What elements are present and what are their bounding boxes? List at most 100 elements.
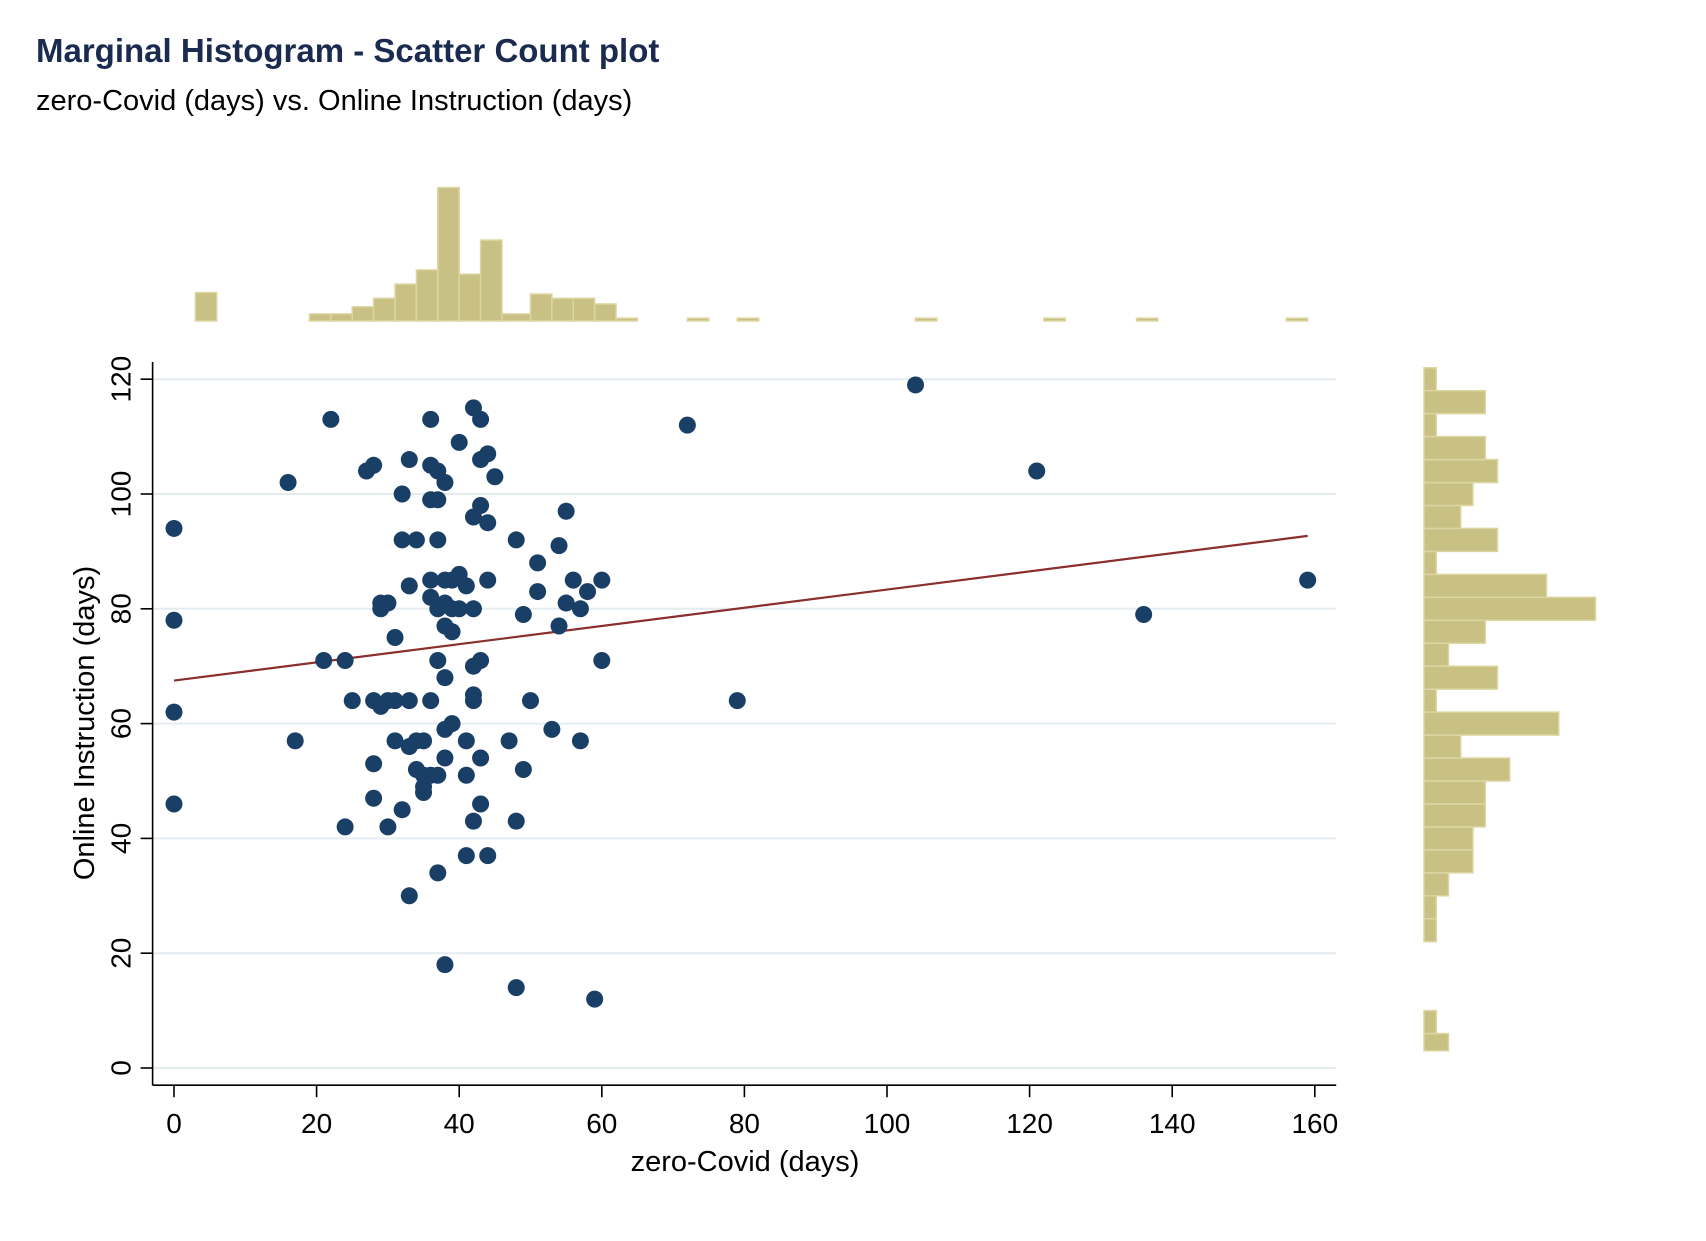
scatter-point [564, 571, 582, 589]
scatter-point [415, 732, 433, 750]
x-hist-bar-20 [1135, 317, 1159, 322]
scatter-point [422, 410, 440, 428]
scatter-point [400, 451, 418, 469]
y-tick-label-100: 100 [106, 471, 137, 518]
x-tick-label-160: 160 [1291, 1108, 1338, 1139]
scatter-point [429, 864, 447, 882]
scatter-point [400, 887, 418, 905]
scatter-point [593, 651, 611, 669]
scatter-point [571, 732, 589, 750]
scatter-point [415, 783, 433, 801]
fit-line [173, 534, 1308, 682]
y-hist-bar-9 [1423, 757, 1511, 782]
x-hist-bar-5 [394, 283, 418, 322]
scatter-point [400, 577, 418, 595]
y-hist-bar-13 [1423, 665, 1499, 690]
x-tick-label-80: 80 [729, 1108, 760, 1139]
scatter-point [529, 583, 547, 601]
scatter-point [479, 571, 497, 589]
x-hist-bar-15 [615, 317, 639, 322]
x-hist-bar-17 [736, 317, 760, 322]
scatter-point [472, 749, 490, 767]
x-hist-bar-9 [479, 239, 503, 322]
y-marginal-histogram [1423, 366, 1597, 1052]
y-hist-bar-1 [1423, 1009, 1437, 1035]
scatter-point [422, 692, 440, 710]
chart-title: Marginal Histogram - Scatter Count plot [36, 32, 659, 69]
scatter-point [393, 485, 411, 503]
x-hist-bar-18 [914, 317, 938, 322]
scatter-point [507, 979, 525, 997]
scatter-point [450, 433, 468, 451]
x-tick-label-40: 40 [444, 1108, 475, 1139]
y-tick-label-120: 120 [106, 356, 137, 403]
scatter-point [593, 571, 611, 589]
scatter-point [479, 847, 497, 865]
y-tick-label-20: 20 [106, 938, 137, 969]
x-hist-bar-8 [458, 273, 482, 322]
scatter-point [436, 669, 454, 687]
y-hist-bar-26 [1423, 366, 1437, 392]
scatter-point [571, 600, 589, 618]
scatter-point [529, 554, 547, 572]
x-hist-bar-0 [194, 291, 218, 322]
y-hist-bar-23 [1423, 435, 1486, 461]
y-hist-bar-20 [1423, 504, 1462, 530]
x-tick-label-120: 120 [1006, 1108, 1053, 1139]
scatter-point [315, 651, 333, 669]
scatter-point [165, 703, 183, 721]
scatter-point [429, 491, 447, 509]
x-hist-bar-12 [551, 297, 575, 322]
x-hist-bar-16 [686, 317, 710, 322]
x-hist-bar-7 [437, 186, 460, 322]
x-tick-label-60: 60 [586, 1108, 617, 1139]
y-hist-bar-24 [1423, 412, 1437, 438]
scatter-point [522, 692, 539, 710]
scatter-point [586, 990, 604, 1008]
scatter-point [479, 445, 497, 463]
scatter-point [457, 577, 475, 595]
scatter-point [386, 692, 404, 710]
scatter-point [472, 795, 490, 813]
scatter-point [514, 761, 532, 779]
y-hist-bar-2 [1423, 918, 1437, 943]
scatter-point [422, 571, 440, 589]
y-hist-bar-25 [1423, 389, 1486, 415]
y-hist-bar-21 [1423, 481, 1474, 507]
scatter-point [1299, 571, 1317, 589]
fit-line-layer [173, 534, 1308, 682]
x-hist-bar-10 [501, 313, 532, 322]
scatter-point [472, 496, 490, 514]
scatter-point [165, 611, 183, 629]
axes: 0 20 40 60 80 100 120 140 160 0 20 40 60 80 100 120 [106, 356, 1339, 1139]
scatter-point [514, 606, 532, 624]
scatter-point [550, 537, 568, 555]
x-hist-bar-6 [415, 269, 439, 322]
y-hist-bar-5 [1423, 849, 1474, 874]
y-hist-bar-3 [1423, 895, 1437, 920]
y-hist-bar-4 [1423, 872, 1450, 897]
y-hist-bar-6 [1423, 826, 1474, 851]
y-hist-bar-10 [1423, 734, 1462, 759]
scatter-point [728, 692, 746, 710]
x-hist-bar-19 [1043, 317, 1066, 322]
scatter-point [678, 416, 696, 434]
x-axis-title: zero-Covid (days) [631, 1146, 860, 1178]
x-marginal-histogram [194, 186, 1309, 322]
scatter-point [479, 514, 497, 532]
x-tick-label-140: 140 [1149, 1108, 1196, 1139]
scatter-point [472, 410, 490, 428]
scatter-point [464, 692, 482, 710]
y-hist-bar-22 [1423, 458, 1499, 484]
y-hist-bar-12 [1423, 688, 1437, 713]
scatter-point [557, 502, 575, 520]
x-hist-bar-14 [593, 303, 617, 322]
scatter-point [322, 410, 340, 428]
y-hist-bar-11 [1423, 711, 1560, 736]
y-hist-bar-8 [1423, 780, 1486, 805]
y-tick-label-60: 60 [106, 708, 137, 739]
scatter-point [457, 847, 475, 865]
scatter-point [365, 755, 383, 773]
scatter-point [907, 376, 925, 394]
